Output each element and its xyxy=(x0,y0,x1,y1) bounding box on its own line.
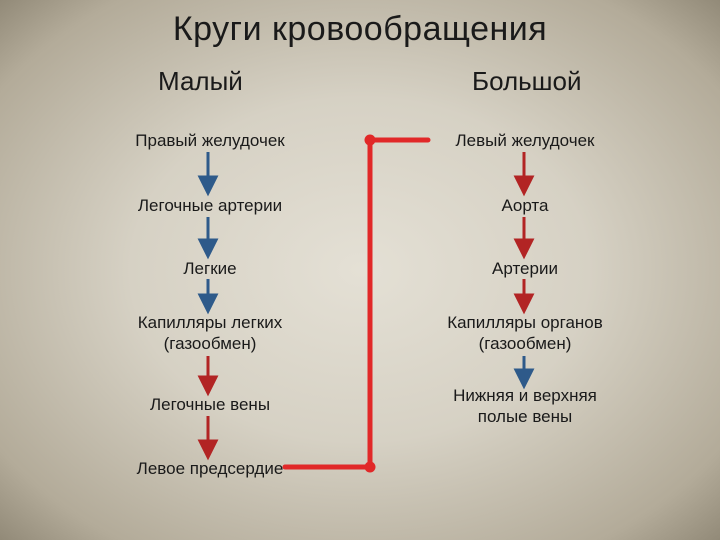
right-node: Капилляры органов (газообмен) xyxy=(420,312,630,355)
slide: Круги кровообращения Малый Большой Правы… xyxy=(0,0,720,540)
connector-dot xyxy=(365,135,376,146)
left-node: Капилляры легких (газообмен) xyxy=(110,312,310,355)
right-node: Левый желудочек xyxy=(420,130,630,151)
right-node: Артерии xyxy=(420,258,630,279)
page-title: Круги кровообращения xyxy=(0,10,720,49)
left-node: Левое предсердие xyxy=(110,458,310,479)
connector-dot xyxy=(365,462,376,473)
right-node: Нижняя и верхняя полые вены xyxy=(420,385,630,428)
right-node: Аорта xyxy=(420,195,630,216)
subheading-right: Большой xyxy=(472,66,582,97)
left-node: Легочные артерии xyxy=(110,195,310,216)
subheading-left: Малый xyxy=(158,66,243,97)
left-node: Легкие xyxy=(110,258,310,279)
left-node: Легочные вены xyxy=(110,394,310,415)
left-node: Правый желудочек xyxy=(110,130,310,151)
